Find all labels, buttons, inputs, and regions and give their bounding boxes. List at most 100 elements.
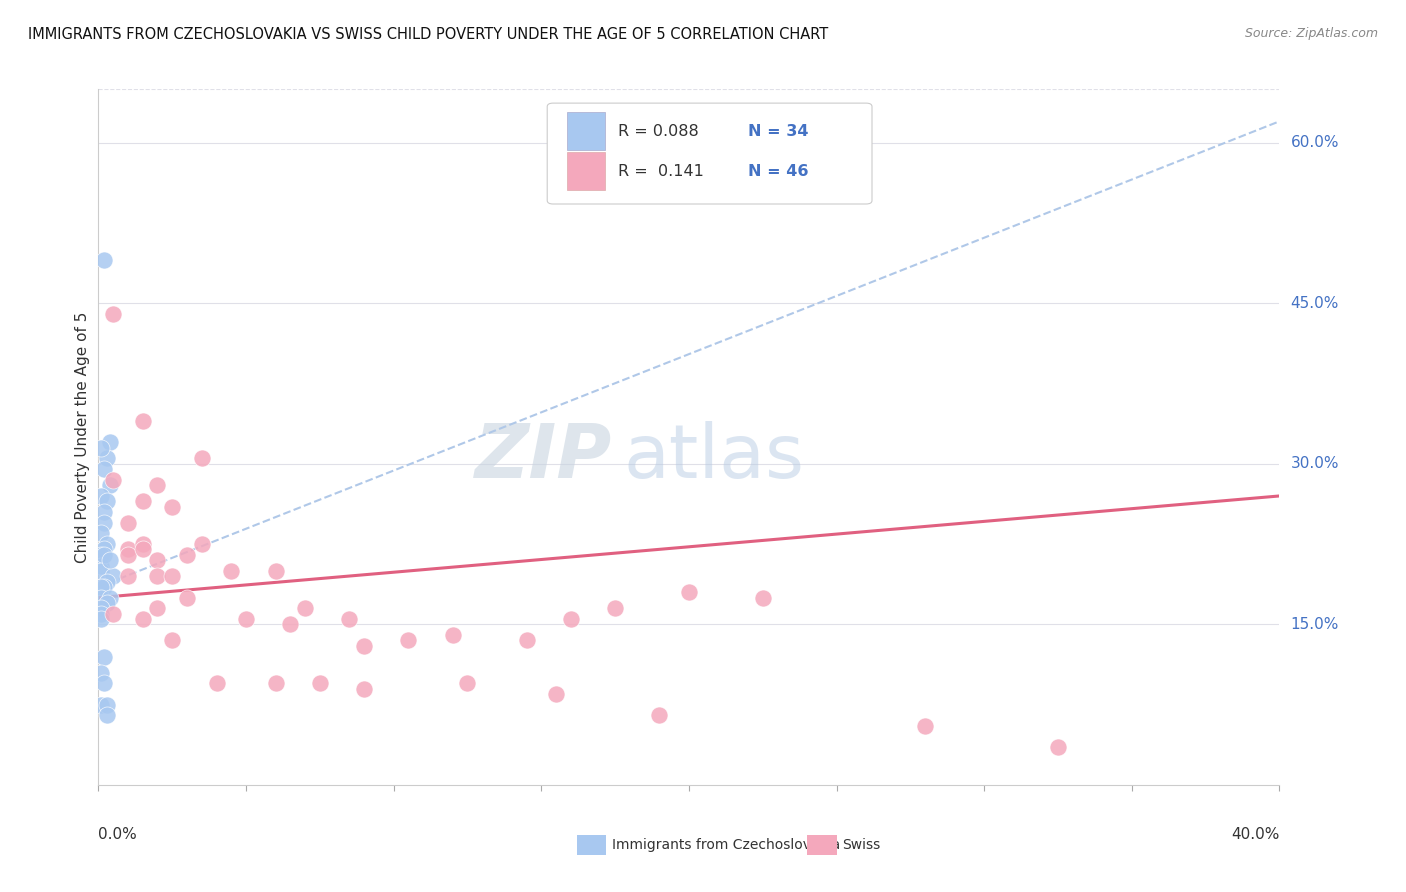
- Point: [132, 494, 155, 508]
- Point: [752, 591, 775, 605]
- Point: [560, 612, 582, 626]
- Point: [162, 633, 183, 648]
- Point: [93, 462, 115, 476]
- Point: [93, 649, 115, 664]
- Point: [191, 537, 214, 551]
- Point: [96, 708, 118, 723]
- Point: [117, 569, 139, 583]
- Point: [93, 548, 115, 562]
- Point: [93, 505, 115, 519]
- Point: [93, 253, 115, 268]
- Point: [90, 612, 112, 626]
- Text: Immigrants from Czechoslovakia: Immigrants from Czechoslovakia: [612, 838, 841, 852]
- Point: [132, 414, 155, 428]
- Point: [117, 548, 139, 562]
- Point: [146, 569, 169, 583]
- Point: [605, 601, 627, 615]
- Point: [339, 612, 361, 626]
- Point: [98, 478, 121, 492]
- Point: [103, 569, 125, 583]
- Point: [914, 719, 936, 733]
- Point: [90, 607, 112, 621]
- Point: [90, 580, 112, 594]
- Point: [398, 633, 420, 648]
- Point: [353, 681, 375, 696]
- Point: [516, 633, 538, 648]
- Point: [98, 435, 121, 450]
- Text: atlas: atlas: [624, 421, 806, 494]
- Point: [96, 574, 118, 589]
- Point: [132, 612, 155, 626]
- Point: [176, 548, 198, 562]
- Point: [90, 441, 112, 455]
- Point: [96, 698, 118, 712]
- Point: [103, 307, 125, 321]
- Point: [162, 500, 183, 514]
- Point: [90, 558, 112, 573]
- Point: [280, 617, 302, 632]
- Point: [264, 564, 287, 578]
- Text: R = 0.088: R = 0.088: [619, 124, 699, 139]
- Point: [162, 569, 183, 583]
- Text: 60.0%: 60.0%: [1291, 136, 1339, 150]
- Point: [103, 607, 125, 621]
- Point: [221, 564, 243, 578]
- Point: [441, 628, 464, 642]
- Point: [205, 676, 228, 690]
- Point: [546, 687, 568, 701]
- Point: [96, 596, 118, 610]
- Text: N = 34: N = 34: [748, 124, 808, 139]
- Point: [132, 537, 155, 551]
- Point: [93, 542, 115, 557]
- Text: IMMIGRANTS FROM CZECHOSLOVAKIA VS SWISS CHILD POVERTY UNDER THE AGE OF 5 CORRELA: IMMIGRANTS FROM CZECHOSLOVAKIA VS SWISS …: [28, 27, 828, 42]
- Point: [93, 516, 115, 530]
- Text: 30.0%: 30.0%: [1291, 457, 1339, 471]
- Point: [117, 542, 139, 557]
- Point: [98, 553, 121, 567]
- Point: [146, 478, 169, 492]
- Point: [235, 612, 257, 626]
- Point: [176, 591, 198, 605]
- Point: [264, 676, 287, 690]
- Point: [96, 537, 118, 551]
- Point: [96, 451, 118, 466]
- Point: [132, 542, 155, 557]
- Point: [146, 553, 169, 567]
- Point: [90, 548, 112, 562]
- Point: [90, 665, 112, 680]
- Text: R =  0.141: R = 0.141: [619, 164, 704, 178]
- Point: [98, 591, 121, 605]
- Point: [117, 516, 139, 530]
- Point: [648, 708, 671, 723]
- Text: ZIP: ZIP: [475, 421, 612, 494]
- Point: [103, 473, 125, 487]
- Point: [90, 601, 112, 615]
- Point: [309, 676, 332, 690]
- Point: [90, 526, 112, 541]
- Point: [1046, 740, 1070, 755]
- FancyBboxPatch shape: [567, 112, 605, 151]
- Point: [93, 580, 115, 594]
- Text: Swiss: Swiss: [842, 838, 880, 852]
- Text: 15.0%: 15.0%: [1291, 617, 1339, 632]
- Point: [90, 564, 112, 578]
- FancyBboxPatch shape: [547, 103, 872, 204]
- Text: 0.0%: 0.0%: [98, 827, 138, 842]
- FancyBboxPatch shape: [807, 835, 837, 855]
- Text: 45.0%: 45.0%: [1291, 296, 1339, 310]
- Point: [294, 601, 316, 615]
- Point: [191, 451, 214, 466]
- Point: [146, 601, 169, 615]
- Text: 40.0%: 40.0%: [1232, 827, 1279, 842]
- Point: [678, 585, 700, 599]
- Point: [457, 676, 479, 690]
- Point: [90, 489, 112, 503]
- Text: N = 46: N = 46: [748, 164, 808, 178]
- Point: [93, 676, 115, 690]
- Text: Source: ZipAtlas.com: Source: ZipAtlas.com: [1244, 27, 1378, 40]
- Point: [353, 639, 375, 653]
- Point: [90, 591, 112, 605]
- FancyBboxPatch shape: [567, 152, 605, 190]
- FancyBboxPatch shape: [576, 835, 606, 855]
- Y-axis label: Child Poverty Under the Age of 5: Child Poverty Under the Age of 5: [75, 311, 90, 563]
